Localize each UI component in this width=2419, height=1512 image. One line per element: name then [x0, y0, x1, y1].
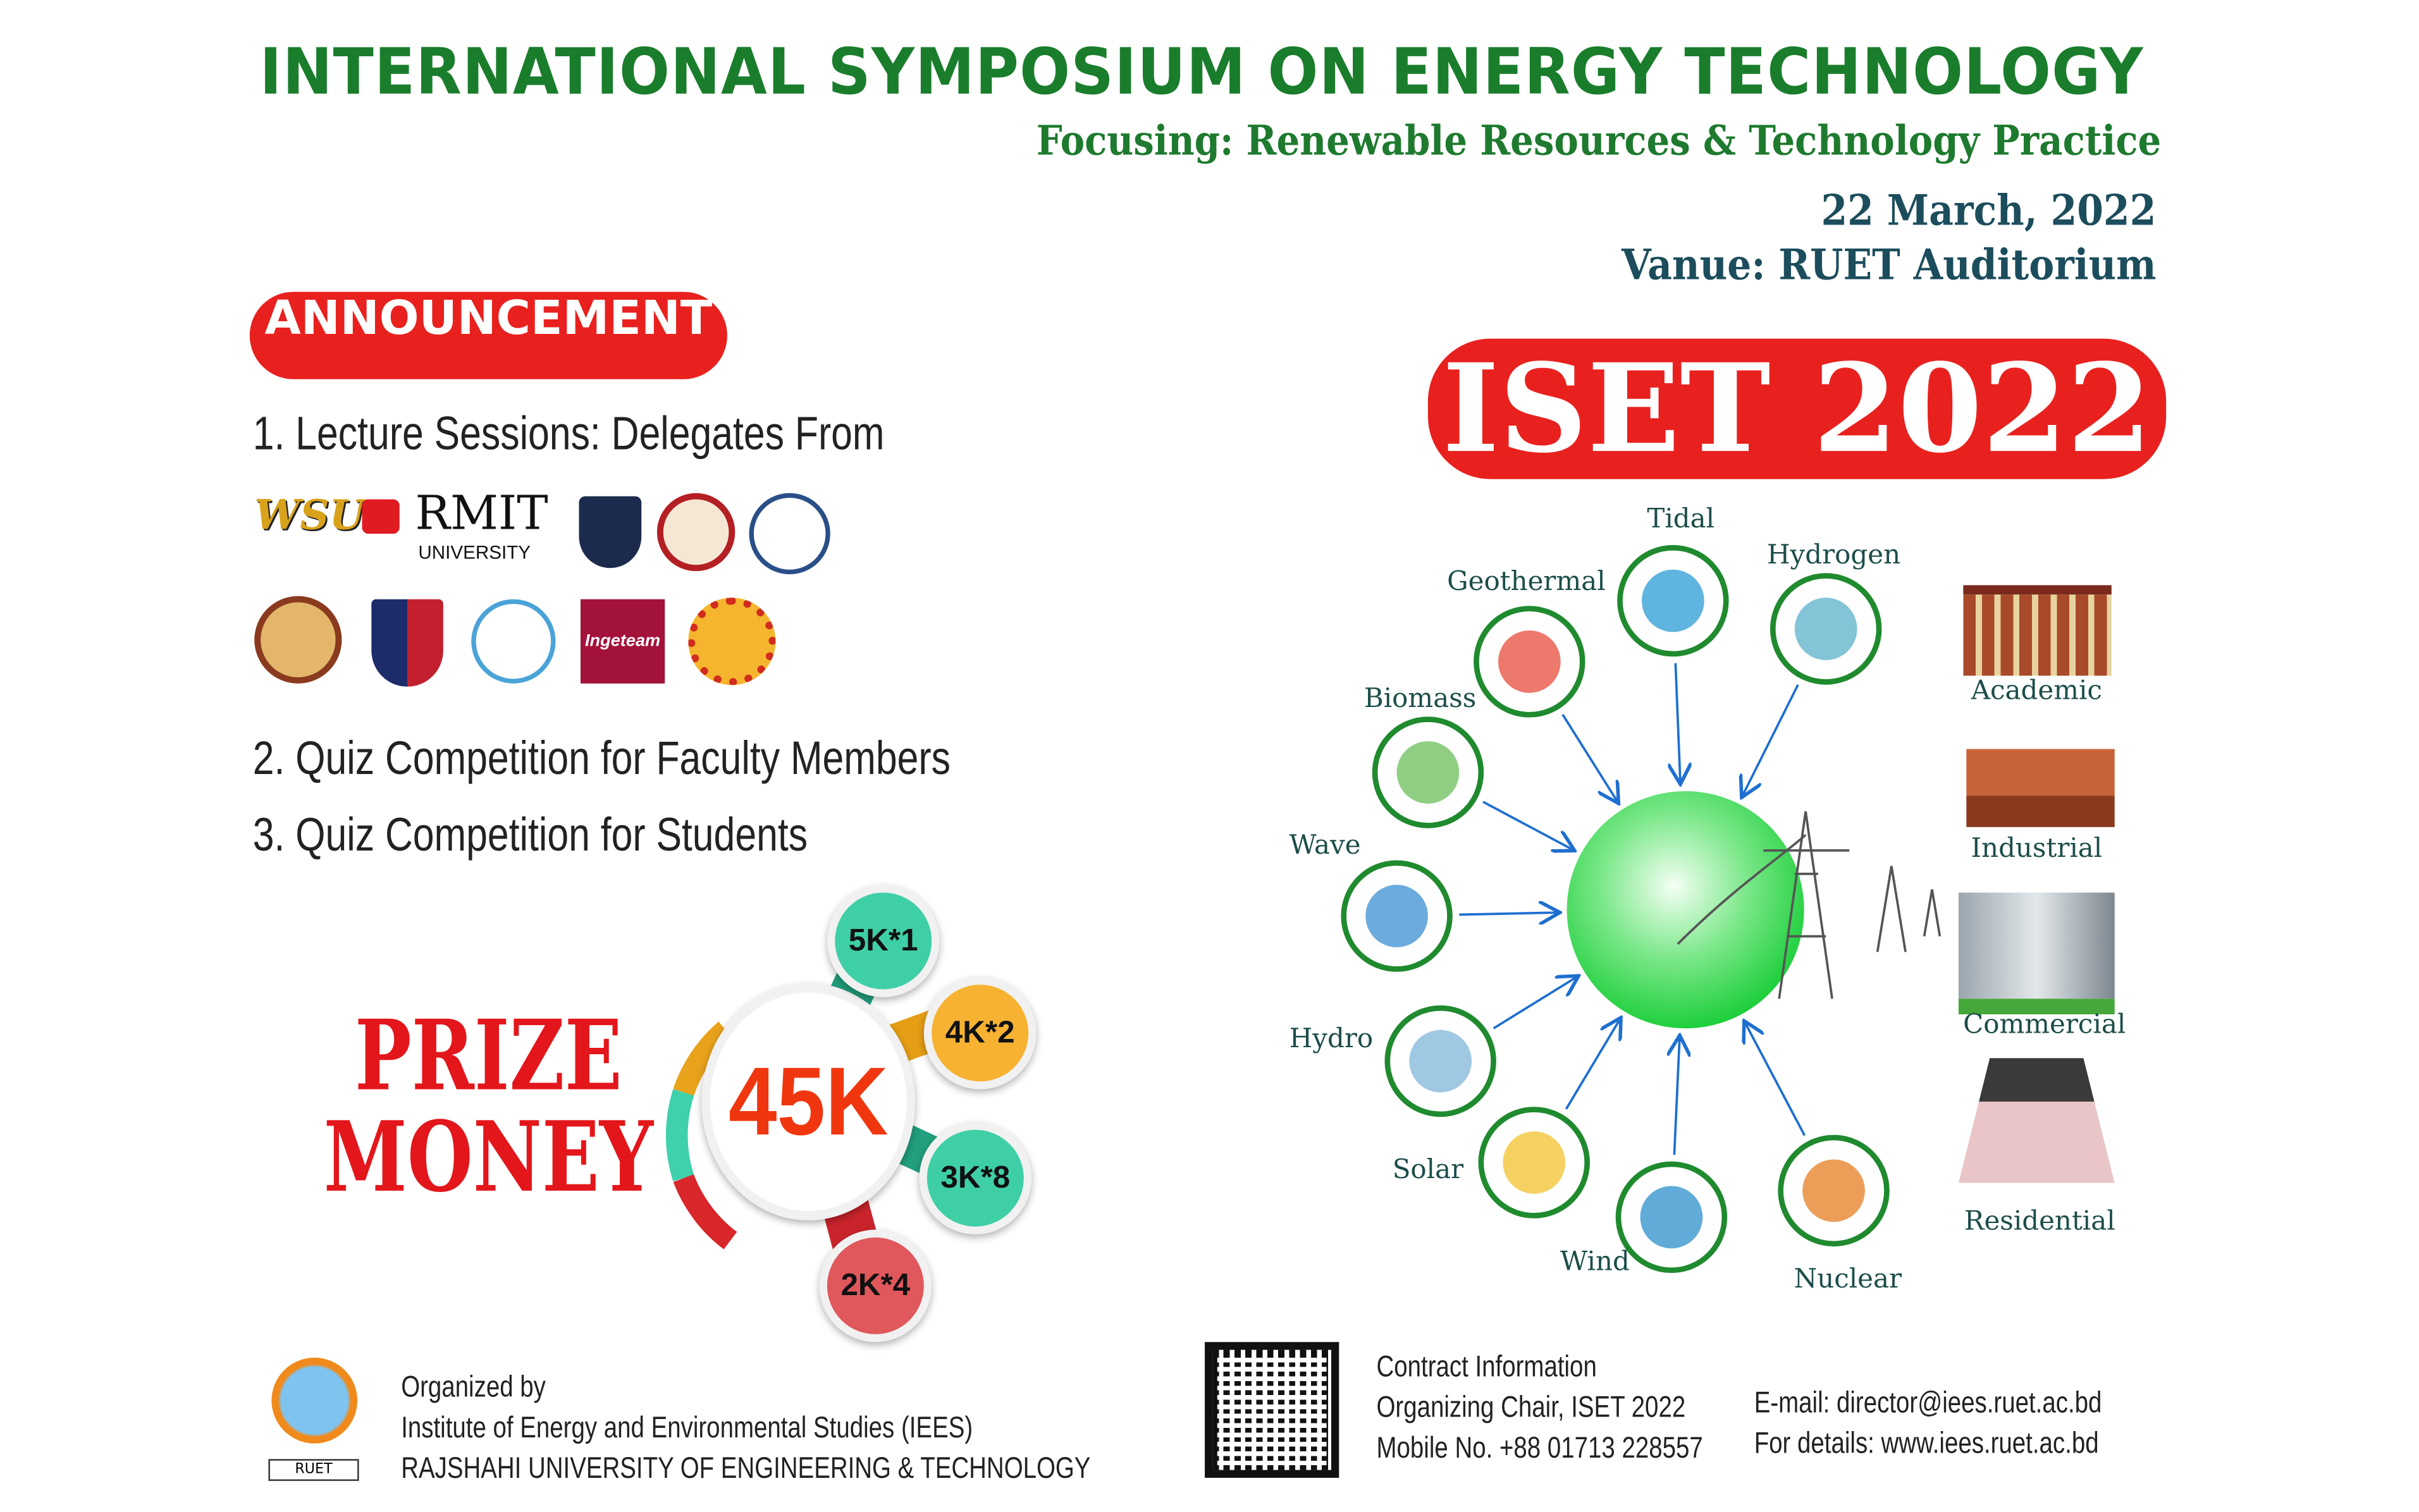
ring-segment-red: [673, 1174, 737, 1250]
subtitle: Focusing: Renewable Resources & Technolo…: [1037, 118, 2162, 166]
rmit-university-label: UNIVERSITY: [418, 541, 531, 563]
organized-by: Organized by: [401, 1372, 546, 1404]
arrow: [1674, 1038, 1679, 1155]
website-link[interactable]: For details: www.iees.ruet.ac.bd: [1754, 1427, 2099, 1461]
rmit-logo-mark: [362, 499, 400, 534]
shield-logo: [371, 599, 443, 687]
commercial-building-icon: [1958, 892, 2115, 1015]
prize-label-line2: MONEY: [323, 1100, 654, 1214]
university-crest-logo: [579, 496, 642, 569]
mobile-number: Mobile No. +88 01713 228557: [1376, 1432, 1703, 1466]
energy-source-label: Wind: [1560, 1246, 1630, 1279]
biomass-icon: [1396, 741, 1460, 804]
ruet-logo-label: RUET: [268, 1459, 359, 1481]
announcement-badge: ANNOUNCEMENT: [249, 292, 727, 379]
arrow: [1565, 1019, 1620, 1110]
consumer-label: Commercial: [1963, 1009, 2126, 1041]
organizer-university: RAJSHAHI UNIVERSITY OF ENGINEERING & TEC…: [401, 1453, 1091, 1486]
announcement-item: 1. Lecture Sessions: Delegates From: [252, 409, 885, 460]
rmit-logo: RMIT: [415, 486, 548, 542]
hydrogen-icon: [1794, 598, 1857, 660]
venue: Vanue: RUET Auditorium: [1622, 242, 2157, 290]
prize-total: 45K: [701, 983, 916, 1220]
hydro-icon: [1409, 1030, 1472, 1093]
iit-logo: [749, 493, 830, 575]
arrow: [1459, 913, 1558, 914]
iset-badge: ISET 2022: [1427, 338, 2167, 481]
ingeteam-logo: Ingeteam: [580, 599, 665, 684]
wave-icon: [1365, 885, 1428, 947]
china-university-logo: [471, 599, 556, 684]
transmission-tower-icon: [1677, 811, 1942, 999]
energy-source-label: Nuclear: [1794, 1263, 1902, 1296]
energy-source-label: Hydrogen: [1766, 539, 1901, 572]
energy-source-label: Tidal: [1647, 504, 1715, 536]
geothermal-icon: [1498, 630, 1561, 693]
industrial-factory-icon: [1966, 749, 2115, 827]
contact-title: Contract Information: [1376, 1351, 1597, 1384]
academic-building-icon: [1963, 585, 2112, 676]
ring-segment-teal: [665, 1089, 694, 1182]
arrow: [1743, 684, 1799, 796]
prize-label-line1: PRIZE: [354, 999, 622, 1113]
energy-source-label: Biomass: [1363, 683, 1477, 715]
arrow: [1675, 663, 1680, 782]
consumer-label: Industrial: [1971, 833, 2103, 865]
energy-source-label: Hydro: [1289, 1023, 1374, 1055]
energy-source-label: Solar: [1392, 1155, 1464, 1186]
wsu-logo: WSU: [254, 493, 365, 540]
ruet-logo: [271, 1357, 358, 1444]
qr-code[interactable]: [1205, 1342, 1339, 1478]
energy-source-label: Wave: [1289, 830, 1361, 862]
wind-icon: [1640, 1186, 1703, 1249]
email-link[interactable]: E-mail: director@iees.ruet.ac.bd: [1754, 1387, 2102, 1420]
tidal-icon: [1642, 569, 1704, 632]
energy-source-label: Geothermal: [1447, 566, 1606, 598]
consumer-label: Residential: [1964, 1206, 2115, 1238]
arrow: [1482, 801, 1573, 849]
solar-icon: [1503, 1131, 1566, 1194]
arrow: [1745, 1023, 1806, 1136]
announcement-item: 3. Quiz Competition for Students: [252, 809, 808, 862]
nuclear-icon: [1802, 1159, 1865, 1222]
page-title: INTERNATIONAL SYMPOSIUM ON ENERGY TECHNO…: [259, 34, 2144, 109]
energy-hub-sphere: [1567, 791, 1804, 1029]
university-seal-logo: [656, 493, 736, 572]
organizer-institute: Institute of Energy and Environmental St…: [401, 1412, 973, 1446]
iit-madras-logo: [254, 596, 342, 684]
arrow: [1493, 977, 1577, 1030]
event-date: 22 March, 2022: [1821, 187, 2157, 236]
arrow: [1561, 713, 1617, 802]
consumer-label: Academic: [1971, 675, 2102, 707]
announcement-item: 2. Quiz Competition for Faculty Members: [252, 733, 951, 785]
organizing-chair: Organizing Chair, ISET 2022: [1376, 1392, 1686, 1425]
